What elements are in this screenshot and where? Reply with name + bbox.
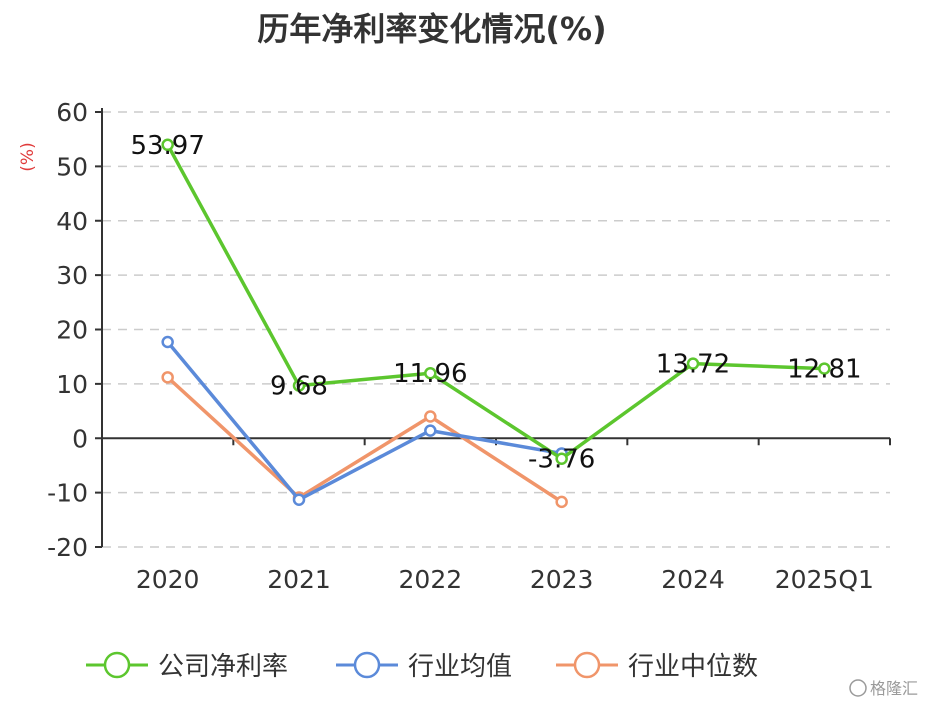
data-label: 13.72 bbox=[656, 350, 730, 380]
data-label: -3.76 bbox=[528, 445, 595, 475]
series-point bbox=[161, 335, 174, 349]
y-tick-label: 20 bbox=[56, 316, 88, 345]
axes: 60 50 40 30 20 10 0 -10 -20 2020 2021 2022 2023 2024 2… bbox=[47, 98, 891, 594]
y-tick-label: 10 bbox=[56, 370, 88, 399]
series-point bbox=[292, 379, 306, 392]
series-point bbox=[424, 424, 437, 437]
legend-circle-icon bbox=[573, 651, 601, 679]
y-tick-label: 60 bbox=[56, 98, 88, 127]
chart-title: 历年净利率变化情况(%) bbox=[257, 10, 606, 48]
data-labels: 53.97 9.68 11.96 -3.76 13.72 12.81 bbox=[130, 131, 861, 475]
y-tick-label: -20 bbox=[47, 533, 88, 562]
x-tick-label: 2023 bbox=[530, 565, 594, 594]
series-point bbox=[292, 493, 306, 506]
x-tick-label: 2024 bbox=[661, 565, 725, 594]
series-line bbox=[166, 340, 563, 502]
series-line bbox=[166, 143, 825, 461]
x-tick-label: 2021 bbox=[267, 565, 331, 594]
legend-label: 公司净利率 bbox=[158, 652, 288, 682]
data-label: 11.96 bbox=[393, 359, 467, 389]
series-point bbox=[686, 357, 700, 370]
y-tick-label: -10 bbox=[47, 479, 88, 508]
series-point bbox=[424, 366, 437, 380]
legend-label: 行业中位数 bbox=[628, 652, 758, 682]
data-label: 12.81 bbox=[787, 355, 861, 385]
grid bbox=[102, 111, 890, 548]
watermark-text: 格隆汇 bbox=[870, 679, 918, 698]
y-tick-label: 50 bbox=[56, 152, 88, 181]
legend: 公司净利率 行业均值 行业中位数 bbox=[86, 651, 758, 682]
legend-item: 公司净利率 bbox=[86, 651, 288, 682]
x-tick-label: 2022 bbox=[399, 565, 463, 594]
legend-label: 行业均值 bbox=[408, 652, 512, 682]
series-point bbox=[555, 452, 568, 465]
series-point bbox=[161, 138, 174, 152]
y-axis-unit: (%) bbox=[18, 142, 38, 171]
series bbox=[161, 138, 831, 509]
series-point bbox=[424, 410, 437, 423]
legend-item: 行业均值 bbox=[336, 651, 512, 682]
data-label: 53.97 bbox=[130, 131, 204, 161]
series-point bbox=[161, 371, 174, 384]
legend-item: 行业中位数 bbox=[556, 651, 758, 682]
watermark: 格隆汇 bbox=[849, 679, 918, 698]
watermark-logo-icon bbox=[849, 679, 867, 697]
data-label: 9.68 bbox=[270, 372, 328, 402]
y-tick-label: 0 bbox=[72, 424, 88, 453]
series-point bbox=[555, 495, 568, 509]
series-point bbox=[818, 362, 831, 375]
y-tick-label: 40 bbox=[56, 207, 88, 236]
y-tick-label: 30 bbox=[56, 261, 88, 290]
x-tick-label: 2020 bbox=[136, 565, 200, 594]
x-tick-label: 2025Q1 bbox=[775, 565, 874, 594]
legend-circle-icon bbox=[103, 651, 131, 679]
legend-circle-icon bbox=[353, 651, 381, 679]
series-line bbox=[166, 376, 563, 504]
